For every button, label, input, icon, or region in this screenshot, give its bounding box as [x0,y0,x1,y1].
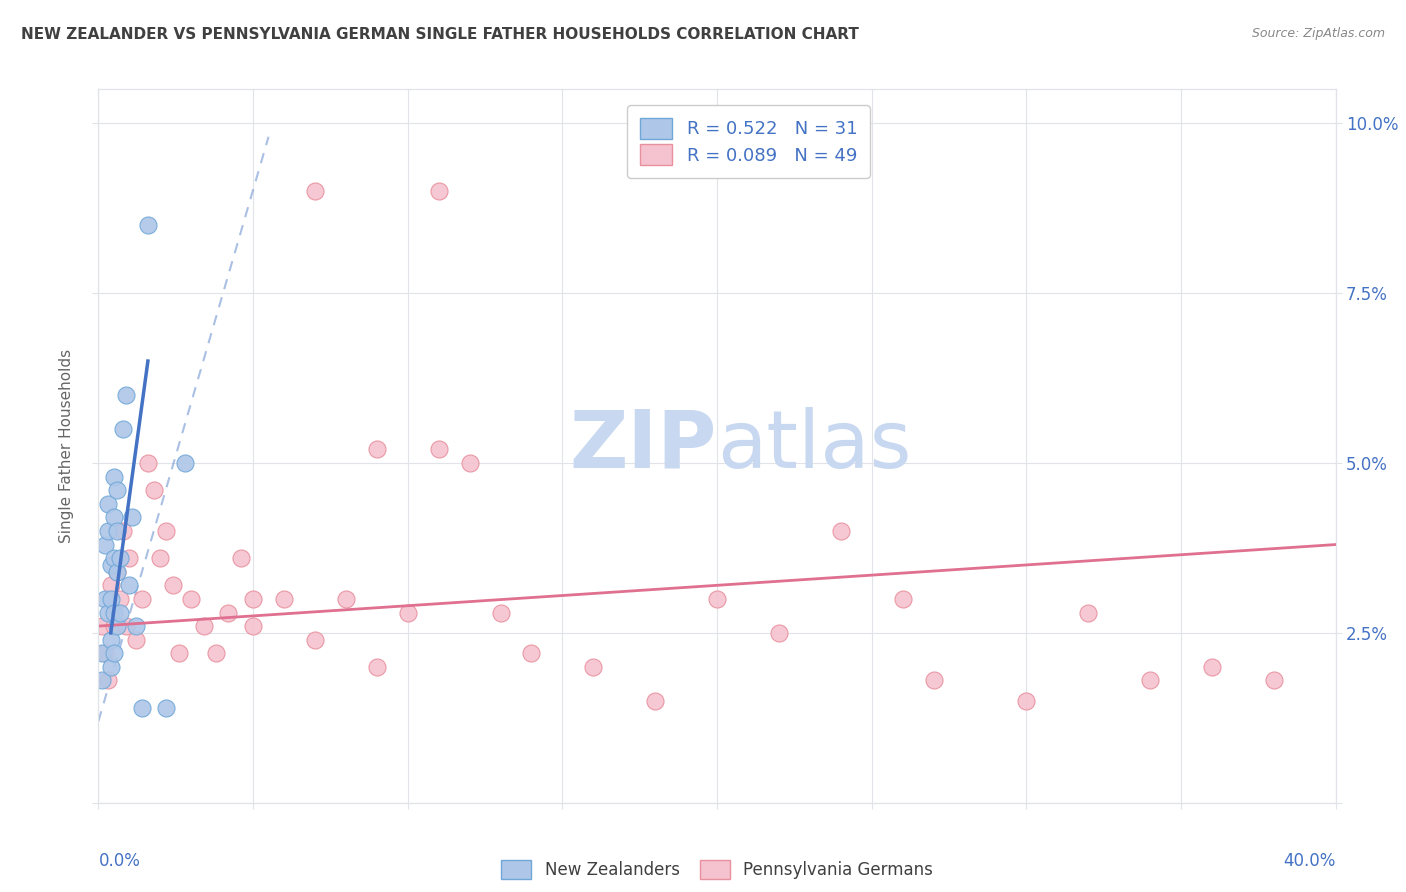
Point [100,578,122,592]
Point [644,694,666,708]
Point [167,646,190,660]
Point [124,619,146,633]
Point [121,510,143,524]
Point [90,673,112,688]
Point [217,606,239,620]
Point [105,483,128,498]
Point [242,619,264,633]
Point [149,551,172,566]
Point [105,524,128,538]
Point [193,619,215,633]
Point [768,626,790,640]
Point [100,591,122,606]
Point [396,606,419,620]
Point [229,551,252,566]
Point [131,591,153,606]
Point [136,456,159,470]
Point [97,497,120,511]
Point [155,524,177,538]
Point [97,524,120,538]
Point [489,606,512,620]
Point [105,565,128,579]
Point [335,591,357,606]
Point [922,673,945,688]
Point [100,660,122,674]
Point [891,591,914,606]
Text: NEW ZEALANDER VS PENNSYLVANIA GERMAN SINGLE FATHER HOUSEHOLDS CORRELATION CHART: NEW ZEALANDER VS PENNSYLVANIA GERMAN SIN… [21,27,859,42]
Point [174,456,197,470]
Point [1263,673,1285,688]
Point [458,456,481,470]
Point [162,578,184,592]
Point [115,619,138,633]
Text: ZIP: ZIP [569,407,717,485]
Point [93,591,115,606]
Point [242,591,264,606]
Point [124,632,146,647]
Y-axis label: Single Father Households: Single Father Households [59,349,75,543]
Point [304,184,326,198]
Point [97,606,120,620]
Text: 40.0%: 40.0% [1284,852,1336,870]
Point [100,558,122,572]
Point [93,537,115,551]
Point [1077,606,1099,620]
Point [97,673,120,688]
Point [108,606,131,620]
Point [112,422,135,436]
Point [103,551,125,566]
Text: 0.0%: 0.0% [98,852,141,870]
Text: atlas: atlas [717,407,911,485]
Point [118,551,141,566]
Point [366,442,388,457]
Point [103,606,125,620]
Point [520,646,543,660]
Point [582,660,605,674]
Point [118,578,141,592]
Point [90,646,112,660]
Point [115,388,138,402]
Point [100,632,122,647]
Point [103,646,125,660]
Point [1015,694,1038,708]
Legend: New Zealanders, Pennsylvania Germans: New Zealanders, Pennsylvania Germans [494,851,941,888]
Point [108,551,131,566]
Point [105,565,128,579]
Point [93,646,115,660]
Point [131,700,153,714]
Point [706,591,728,606]
Point [108,591,131,606]
Point [103,469,125,483]
Point [366,660,388,674]
Point [1139,673,1161,688]
Point [155,700,177,714]
Point [103,510,125,524]
Text: Source: ZipAtlas.com: Source: ZipAtlas.com [1251,27,1385,40]
Point [304,632,326,647]
Point [1201,660,1223,674]
Point [136,218,159,232]
Point [143,483,166,498]
Point [105,619,128,633]
Point [205,646,228,660]
Point [273,591,295,606]
Point [103,619,125,633]
Point [180,591,202,606]
Point [427,184,450,198]
Point [90,619,112,633]
Point [830,524,852,538]
Point [112,524,135,538]
Point [427,442,450,457]
